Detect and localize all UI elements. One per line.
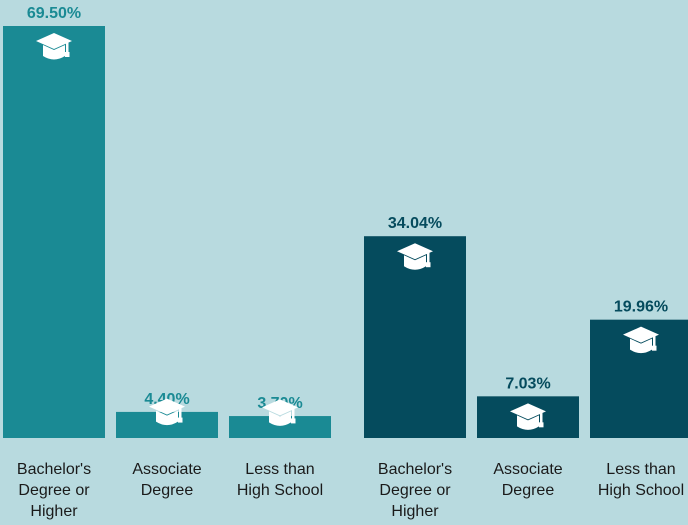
graduation-cap-icon [397, 243, 433, 270]
graduation-cap-icon [36, 33, 72, 60]
data-label-1-0: 34.04% [388, 215, 442, 232]
data-label-1-1: 7.03% [505, 375, 550, 392]
graduation-cap-icon [623, 326, 659, 354]
category-label-1-1: Associate Degree [493, 461, 562, 499]
data-label-1-2: 19.96% [614, 299, 668, 316]
category-label-0-2: Less than High School [237, 461, 323, 499]
graduation-cap-icon [262, 399, 298, 426]
bar-1-0 [364, 236, 466, 438]
graduation-cap-icon [510, 403, 546, 430]
bar-0-2 [229, 416, 331, 438]
category-label-1-2: Less than High School [598, 461, 684, 499]
bar-0-0 [3, 26, 105, 438]
category-label-0-0: Bachelor's Degree or Higher [17, 461, 91, 520]
category-label-1-0: Bachelor's Degree or Higher [378, 461, 452, 520]
category-label-0-1: Associate Degree [132, 461, 201, 499]
graduation-cap-icon [149, 398, 185, 426]
data-label-0-0: 69.50% [27, 5, 81, 22]
